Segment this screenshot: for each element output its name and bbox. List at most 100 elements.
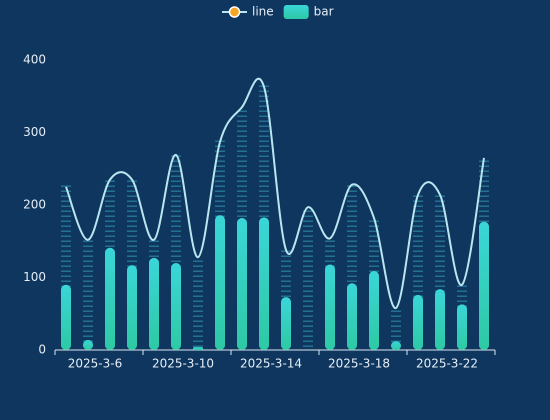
dash	[479, 165, 489, 167]
dash	[413, 260, 423, 262]
bar	[435, 289, 445, 350]
dash	[83, 325, 93, 327]
dash	[281, 285, 291, 287]
dash	[303, 230, 313, 232]
dash	[193, 335, 203, 337]
dash	[83, 290, 93, 292]
dash	[259, 90, 269, 92]
dash	[171, 215, 181, 217]
dash	[127, 210, 137, 212]
dash	[193, 330, 203, 332]
dash	[171, 155, 181, 157]
dash	[347, 205, 357, 207]
dash	[259, 95, 269, 97]
dash	[127, 225, 137, 227]
dash	[259, 215, 269, 217]
bar	[347, 283, 357, 350]
bar	[325, 264, 335, 350]
dash	[391, 315, 401, 317]
dash	[435, 285, 445, 287]
dash	[435, 225, 445, 227]
dash	[281, 295, 291, 297]
bar	[61, 284, 71, 350]
dash	[215, 185, 225, 187]
dash	[413, 250, 423, 252]
dash	[105, 230, 115, 232]
dash	[193, 320, 203, 322]
dash	[83, 245, 93, 247]
dash	[303, 335, 313, 337]
dash	[479, 170, 489, 172]
dash	[105, 225, 115, 227]
dash	[413, 285, 423, 287]
dash	[325, 245, 335, 247]
dash	[303, 325, 313, 327]
dash	[303, 345, 313, 347]
bar	[193, 347, 203, 350]
dash	[105, 220, 115, 222]
dash	[347, 235, 357, 237]
dash	[193, 345, 203, 347]
bar	[171, 263, 181, 350]
dash	[237, 150, 247, 152]
dash	[347, 215, 357, 217]
dash	[303, 245, 313, 247]
dash	[193, 310, 203, 312]
dash	[149, 245, 159, 247]
dash	[281, 265, 291, 267]
dash	[237, 110, 247, 112]
dash	[193, 295, 203, 297]
dash	[127, 220, 137, 222]
dash	[193, 265, 203, 267]
dash	[347, 250, 357, 252]
dash	[259, 105, 269, 107]
dash	[259, 185, 269, 187]
dash	[127, 255, 137, 257]
bar	[391, 341, 401, 350]
dash	[259, 210, 269, 212]
dash	[259, 195, 269, 197]
dash	[105, 205, 115, 207]
dash	[127, 235, 137, 237]
dash	[259, 125, 269, 127]
x-tick-label: 2025-3-22	[416, 357, 478, 371]
dash	[83, 310, 93, 312]
dash	[435, 240, 445, 242]
dash	[303, 285, 313, 287]
dash	[61, 220, 71, 222]
dash	[215, 180, 225, 182]
dash	[303, 305, 313, 307]
dash	[171, 260, 181, 262]
dash	[413, 215, 423, 217]
dash	[413, 240, 423, 242]
dash	[303, 310, 313, 312]
bar	[281, 297, 291, 350]
dash	[83, 260, 93, 262]
dash	[303, 330, 313, 332]
dash	[105, 235, 115, 237]
dash	[61, 245, 71, 247]
dash	[435, 250, 445, 252]
dash	[83, 255, 93, 257]
dash	[325, 250, 335, 252]
bar	[413, 294, 423, 350]
dash	[83, 275, 93, 277]
bar	[237, 218, 247, 350]
dash	[369, 240, 379, 242]
dash	[171, 195, 181, 197]
dash	[193, 305, 203, 307]
dash	[259, 170, 269, 172]
dash	[413, 265, 423, 267]
dash	[83, 305, 93, 307]
dash	[83, 250, 93, 252]
dash	[303, 220, 313, 222]
dash	[61, 195, 71, 197]
dash	[325, 255, 335, 257]
legend-label: bar	[314, 5, 334, 19]
dash	[83, 320, 93, 322]
dash	[193, 315, 203, 317]
dash	[83, 265, 93, 267]
dash	[413, 225, 423, 227]
dash	[303, 255, 313, 257]
